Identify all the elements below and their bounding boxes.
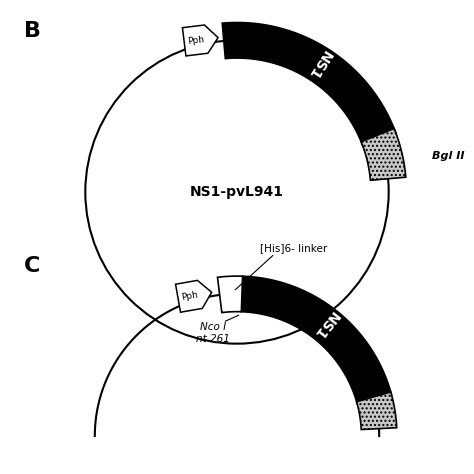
- Text: NS1: NS1: [304, 47, 333, 81]
- Polygon shape: [361, 128, 406, 180]
- Polygon shape: [218, 276, 243, 312]
- Polygon shape: [241, 276, 392, 404]
- Polygon shape: [182, 25, 218, 56]
- Text: C: C: [24, 256, 40, 276]
- Polygon shape: [175, 281, 212, 312]
- Text: Pph: Pph: [187, 35, 205, 46]
- Polygon shape: [356, 392, 397, 429]
- Text: Bgl II: Bgl II: [432, 151, 465, 161]
- Polygon shape: [222, 23, 396, 146]
- Text: [His]6- linker: [His]6- linker: [260, 244, 328, 254]
- Text: NS1: NS1: [310, 308, 341, 341]
- Text: Nco I
nt 261: Nco I nt 261: [196, 322, 230, 344]
- Text: Pph: Pph: [181, 290, 199, 302]
- Text: B: B: [24, 21, 41, 41]
- Text: NS1-pvL941: NS1-pvL941: [190, 185, 284, 199]
